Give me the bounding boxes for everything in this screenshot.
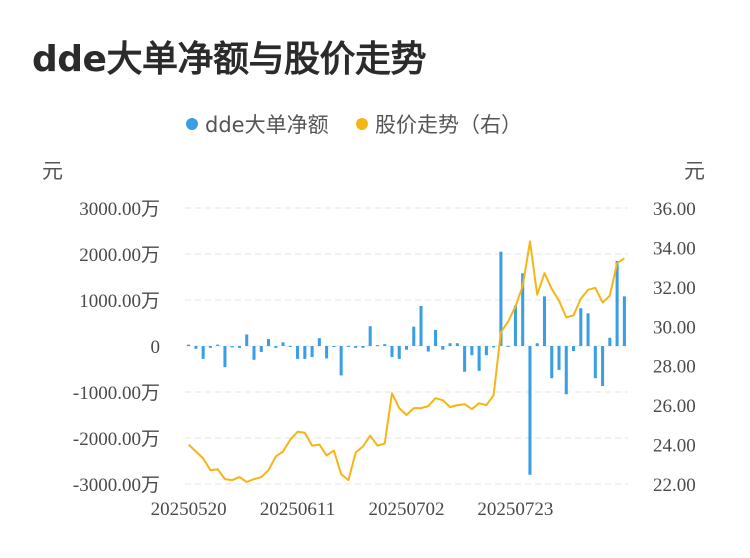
dde-bar[interactable] [557, 346, 561, 370]
dde-bar[interactable] [499, 251, 503, 346]
dde-bar[interactable] [383, 344, 387, 346]
right-axis-unit: 元 [684, 159, 705, 183]
dde-bar[interactable] [237, 346, 241, 348]
dde-bar[interactable] [426, 346, 430, 352]
dde-bar[interactable] [579, 308, 583, 346]
dde-bar[interactable] [230, 346, 234, 348]
dde-bar[interactable] [368, 326, 372, 346]
dde-bar[interactable] [419, 305, 423, 346]
legend: dde大单净额 股价走势（右） [186, 113, 522, 137]
x-tick-label: 20250611 [260, 499, 335, 520]
x-tick-label: 20250702 [369, 499, 445, 520]
dde-bar[interactable] [492, 346, 496, 348]
dde-bar[interactable] [622, 296, 626, 346]
dde-bar[interactable] [455, 343, 459, 346]
dde-bar[interactable] [332, 346, 336, 347]
dde-bar[interactable] [266, 339, 271, 346]
dde-bar[interactable] [434, 329, 438, 346]
dde-bar[interactable] [448, 343, 452, 346]
dde-bar[interactable] [441, 346, 445, 350]
dde-bar[interactable] [187, 344, 191, 346]
legend-marker-price [356, 118, 368, 130]
dde-bar[interactable] [194, 346, 198, 349]
dde-bar[interactable] [390, 346, 394, 358]
dde-bar[interactable] [477, 346, 481, 371]
dde-bar[interactable] [259, 346, 263, 352]
dde-bar[interactable] [281, 342, 285, 346]
dde-bar[interactable] [310, 346, 314, 358]
dde-bar[interactable] [484, 346, 488, 356]
right-tick-label: 36.00 [653, 199, 696, 220]
bar-series [187, 251, 626, 475]
legend-label-dde[interactable]: dde大单净额 [205, 113, 329, 137]
dde-bar[interactable] [404, 346, 409, 350]
dde-bar[interactable] [615, 260, 619, 346]
right-tick-label: 24.00 [653, 436, 696, 457]
axes: 3000.00万 2000.00万 1000.00万 0 -1000.00万 -2000.… [73, 199, 696, 520]
dde-bar[interactable] [572, 346, 576, 352]
dde-bar[interactable] [346, 346, 350, 347]
dde-bar[interactable] [542, 296, 547, 346]
dde-bar[interactable] [564, 346, 568, 395]
dde-bar[interactable] [317, 338, 321, 346]
dde-bar[interactable] [288, 346, 292, 347]
right-tick-label: 26.00 [653, 396, 696, 417]
dde-bar[interactable] [296, 346, 300, 359]
dde-bar[interactable] [463, 346, 467, 372]
dde-bar[interactable] [216, 344, 220, 346]
dde-bar[interactable] [208, 346, 212, 348]
left-tick-label: -2000.00万 [73, 429, 160, 450]
dde-bar[interactable] [593, 346, 597, 379]
dde-bar[interactable] [586, 313, 590, 346]
dde-bar[interactable] [550, 346, 554, 379]
dde-bar[interactable] [325, 346, 329, 359]
dde-bar[interactable] [397, 346, 401, 359]
left-tick-label: 2000.00万 [79, 245, 160, 266]
dde-bar[interactable] [513, 305, 517, 346]
x-tick-label: 20250723 [477, 499, 553, 520]
line-series [187, 240, 625, 483]
x-tick-label: 20250520 [151, 499, 227, 520]
left-tick-label: 1000.00万 [79, 291, 160, 312]
left-tick-label: -1000.00万 [73, 383, 160, 404]
dde-bar[interactable] [535, 343, 539, 346]
dde-bar[interactable] [361, 346, 365, 348]
dde-bar[interactable] [354, 346, 358, 348]
dde-bar[interactable] [252, 346, 256, 360]
left-tick-label: -3000.00万 [73, 475, 160, 496]
chart-title: dde大单净额与股价走势 [32, 39, 426, 80]
dde-bar[interactable] [412, 326, 416, 346]
dde-bar[interactable] [521, 273, 525, 346]
left-tick-label: 0 [151, 337, 161, 358]
left-axis-unit: 元 [42, 159, 63, 183]
right-tick-label: 30.00 [653, 317, 696, 338]
dde-bar[interactable] [201, 346, 205, 359]
left-tick-label: 3000.00万 [79, 199, 160, 220]
right-tick-label: 34.00 [653, 238, 696, 259]
dde-bar[interactable] [375, 345, 379, 347]
dde-bar[interactable] [608, 337, 612, 346]
dde-bar[interactable] [528, 346, 532, 475]
right-tick-label: 32.00 [653, 278, 696, 299]
dde-bar[interactable] [303, 346, 307, 359]
dde-bar[interactable] [506, 346, 510, 347]
dde-bar[interactable] [470, 346, 474, 356]
dde-bar[interactable] [274, 346, 278, 348]
dde-bar[interactable] [339, 346, 343, 376]
legend-label-price[interactable]: 股价走势（右） [375, 113, 522, 137]
dde-bar[interactable] [223, 346, 227, 368]
dde-bar[interactable] [601, 346, 605, 387]
price-line[interactable] [187, 240, 625, 483]
dde-bar[interactable] [245, 334, 249, 347]
right-tick-label: 22.00 [653, 475, 696, 496]
right-tick-label: 28.00 [653, 357, 696, 378]
legend-marker-dde [186, 118, 198, 130]
